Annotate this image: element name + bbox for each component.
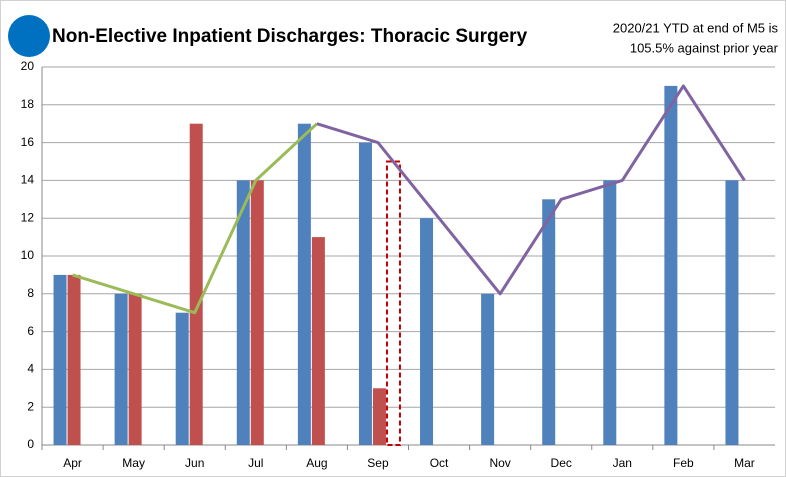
line	[72, 122, 318, 315]
annotation: 105.5% against prior year	[630, 40, 779, 55]
x-tick-label: Apr	[63, 456, 82, 470]
bar	[250, 180, 264, 445]
x-tick-label: Feb	[673, 456, 694, 470]
x-tick-label: Mar	[734, 456, 755, 470]
y-tick-label: 12	[21, 210, 35, 224]
bar	[236, 180, 250, 445]
y-tick-label: 8	[27, 286, 34, 300]
bar	[297, 123, 311, 445]
y-tick-label: 20	[21, 59, 35, 73]
bar	[372, 388, 386, 445]
y-tick-label: 4	[27, 362, 34, 376]
bar	[481, 293, 495, 445]
y-tick-label: 2	[27, 399, 34, 413]
x-tick-label: Oct	[430, 456, 449, 470]
y-tick-label: 14	[21, 173, 35, 187]
bar	[542, 199, 556, 445]
bar	[420, 218, 434, 445]
annotation: 2020/21 YTD at end of M5 is	[613, 20, 779, 35]
y-tick-label: 10	[21, 248, 35, 262]
bar	[128, 293, 142, 445]
chart-title: Non-Elective Inpatient Discharges: Thora…	[52, 26, 528, 47]
dashed-bar	[385, 160, 401, 446]
y-tick-label: 6	[27, 324, 34, 338]
bar	[358, 142, 372, 445]
x-tick-label: Jun	[185, 456, 204, 470]
bar	[189, 123, 203, 445]
y-tick-label: 16	[21, 135, 35, 149]
x-tick-label: Sep	[367, 456, 389, 470]
line	[316, 84, 746, 296]
x-tick-label: May	[122, 456, 145, 470]
x-tick-label: Jan	[613, 456, 632, 470]
bar	[175, 312, 189, 445]
x-tick-label: Jul	[248, 456, 263, 470]
x-tick-label: Dec	[551, 456, 572, 470]
bar	[725, 180, 739, 445]
logo-circle	[8, 15, 50, 57]
bar	[664, 85, 678, 446]
y-tick-label: 18	[21, 97, 35, 111]
y-tick-label: 0	[27, 437, 34, 451]
bar	[67, 274, 81, 445]
bar	[53, 274, 67, 445]
bar	[114, 293, 128, 445]
x-tick-label: Aug	[306, 456, 327, 470]
x-tick-label: Nov	[489, 456, 510, 470]
bar	[311, 237, 325, 445]
bar	[603, 180, 617, 445]
